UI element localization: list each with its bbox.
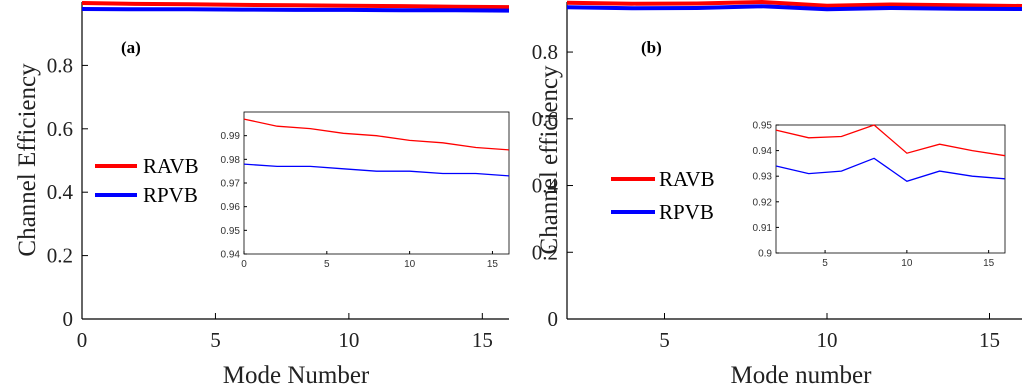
panel-label: (b) <box>641 38 662 57</box>
inset-x-tick-label: 0 <box>241 259 247 270</box>
inset-chart: 5 10 15 0.9 0.91 0.92 0.93 0.94 0.95 <box>753 121 1005 270</box>
legend-label-ravb: RAVB <box>143 154 199 178</box>
legend: RAVB RPVB <box>95 154 199 207</box>
series-line-ravb <box>82 3 509 7</box>
x-tick-label: 5 <box>210 328 221 352</box>
chart-panel-1: 0 5 10 15 0 0.2 0.4 0.6 0.8 Mode Number Channel Ef… <box>14 2 509 389</box>
inset-x-tick-label: 5 <box>324 259 330 270</box>
inset-y-tick-label: 0.99 <box>221 131 241 142</box>
inset-chart: 0 5 10 15 0.94 0.95 0.96 0.97 0.98 0.99 <box>221 112 509 270</box>
inset-x-tick-label: 10 <box>901 258 913 269</box>
inset-y-tick-label: 0.9 <box>758 249 772 260</box>
inset-y-tick-label: 0.93 <box>753 172 773 183</box>
x-tick-label: 5 <box>659 328 670 352</box>
inset-y-tick-label: 0.97 <box>221 179 241 190</box>
inset-y-tick-label: 0.95 <box>753 121 773 132</box>
inset-y-tick-label: 0.94 <box>753 146 773 157</box>
x-axis-label: Mode number <box>731 362 873 389</box>
y-tick-label: 0.6 <box>47 117 73 141</box>
legend-label-rpvb: RPVB <box>659 200 714 224</box>
panel-label: (a) <box>121 38 141 57</box>
inset-y-tick-label: 0.95 <box>221 226 241 237</box>
series-line-rpvb <box>82 9 509 11</box>
y-tick-label: 0.8 <box>532 40 558 64</box>
x-tick-label: 0 <box>77 328 88 352</box>
y-tick-label: 0.8 <box>47 53 73 77</box>
y-axis-label: Channel efficiency <box>536 65 563 255</box>
x-tick-label: 10 <box>817 328 838 352</box>
series-line-rpvb <box>567 6 1022 9</box>
inset-y-tick-label: 0.94 <box>221 250 241 261</box>
inset-y-tick-label: 0.96 <box>221 202 241 213</box>
y-tick-label: 0.2 <box>47 244 73 268</box>
inset-frame <box>776 125 1005 253</box>
y-tick-label: 0 <box>548 307 559 331</box>
y-tick-label: 0 <box>63 307 74 331</box>
inset-x-tick-label: 15 <box>983 258 995 269</box>
inset-y-tick-label: 0.91 <box>753 223 773 234</box>
x-tick-label: 10 <box>338 328 359 352</box>
x-tick-label: 15 <box>472 328 493 352</box>
inset-x-tick-label: 10 <box>404 259 416 270</box>
legend-label-ravb: RAVB <box>659 167 715 191</box>
y-tick-label: 0.4 <box>47 180 74 204</box>
x-axis-label: Mode Number <box>223 362 370 389</box>
inset-y-tick-label: 0.98 <box>221 155 241 166</box>
y-axis-label: Channel Efficiency <box>14 63 41 257</box>
inset-x-tick-label: 15 <box>487 259 499 270</box>
inset-x-tick-label: 5 <box>822 258 828 269</box>
inset-y-tick-label: 0.92 <box>753 197 773 208</box>
legend: RAVB RPVB <box>611 167 715 224</box>
inset-frame <box>244 112 509 254</box>
x-tick-label: 15 <box>979 328 1000 352</box>
series-line-ravb <box>567 2 1022 6</box>
legend-label-rpvb: RPVB <box>143 183 198 207</box>
